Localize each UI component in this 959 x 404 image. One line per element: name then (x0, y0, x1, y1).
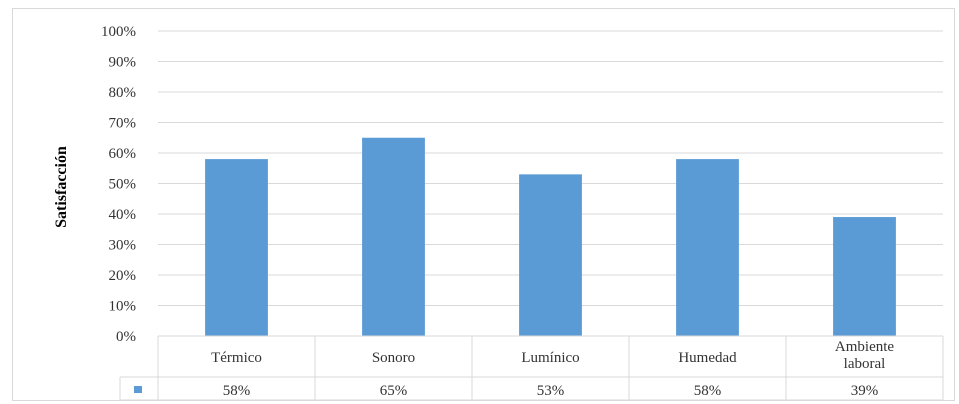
value-label: 65% (380, 383, 408, 399)
y-tick-label: 100% (101, 24, 136, 40)
category-label: Humedad (678, 350, 737, 366)
bar (362, 137, 425, 336)
category-label: Ambiente laboral (835, 339, 894, 372)
category-label: Sonoro (372, 350, 415, 366)
y-tick-label: 10% (109, 299, 137, 315)
bar (519, 174, 582, 336)
bar (676, 159, 739, 336)
y-tick-label: 60% (109, 146, 137, 162)
y-axis-tick-labels: 0% 10% 20% 30% 40% 50% 60% 70% 80% 90% 100% (101, 24, 136, 345)
category-label: Térmico (211, 350, 262, 366)
y-tick-label: 0% (116, 329, 136, 345)
category-label-line: Ambiente (835, 339, 894, 355)
data-table: Térmico 58% Sonoro 65% Lumínico 53% Humedad 58%… (119, 335, 944, 401)
y-tick-label: 80% (109, 85, 137, 101)
bar (205, 159, 268, 336)
legend-key (134, 386, 142, 393)
y-axis-label: Satisfacción (53, 146, 70, 228)
category-label-line: laboral (844, 356, 886, 372)
y-tick-label: 90% (109, 55, 137, 71)
bars (205, 137, 896, 336)
y-tick-label: 20% (109, 268, 137, 284)
y-tick-label: 40% (109, 207, 137, 223)
y-tick-label: 30% (109, 238, 137, 254)
y-tick-label: 50% (109, 177, 137, 193)
value-label: 53% (537, 383, 565, 399)
y-tick-label: 70% (109, 116, 137, 132)
value-label: 39% (851, 383, 879, 399)
grid-lines (158, 30, 943, 306)
value-label: 58% (223, 383, 251, 399)
category-label: Lumínico (521, 350, 579, 366)
value-label: 58% (694, 383, 722, 399)
bar (833, 217, 896, 336)
